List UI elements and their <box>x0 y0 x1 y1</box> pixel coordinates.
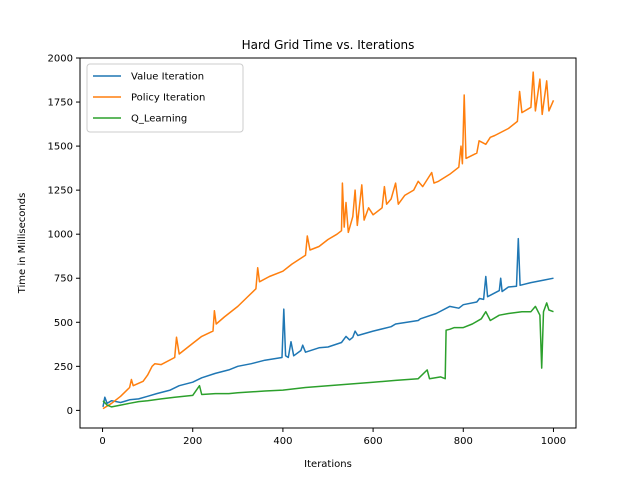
y-tick-label: 1500 <box>48 142 73 153</box>
series-line-policy-iteration <box>102 71 555 410</box>
x-tick-label: 1000 <box>541 436 566 447</box>
x-axis-label: Iterations <box>304 459 352 470</box>
legend-label: Value Iteration <box>131 72 204 83</box>
legend: Value Iteration Policy Iteration Q_Learnin… <box>86 63 244 133</box>
series-line-value-iteration <box>102 237 554 408</box>
y-tick-label: 250 <box>54 362 73 373</box>
y-tick-label: 500 <box>54 318 73 329</box>
legend-label: Policy Iteration <box>131 93 205 104</box>
chart-title: Hard Grid Time vs. Iterations <box>242 38 415 52</box>
series-layer <box>102 71 555 410</box>
y-tick-label: 1750 <box>48 98 73 109</box>
x-tick-label: 200 <box>183 436 202 447</box>
legend-label: Q_Learning <box>131 114 187 125</box>
series-line-q-learning <box>102 302 554 408</box>
y-axis: 0 250 500 750 1000 1250 1500 1750 2000 <box>48 54 80 417</box>
plot-frame <box>79 57 577 429</box>
y-axis-label: Time in Milliseconds <box>17 193 28 295</box>
y-tick-label: 0 <box>67 406 73 417</box>
x-tick-label: 400 <box>273 436 292 447</box>
x-axis: 0 200 400 600 800 1000 <box>99 428 566 447</box>
y-tick-label: 1000 <box>48 230 73 241</box>
legend-box <box>86 63 244 133</box>
x-tick-label: 0 <box>99 436 105 447</box>
y-tick-label: 2000 <box>48 54 73 65</box>
y-tick-label: 1250 <box>48 186 73 197</box>
x-tick-label: 600 <box>364 436 383 447</box>
y-tick-label: 750 <box>54 274 73 285</box>
x-tick-label: 800 <box>454 436 473 447</box>
